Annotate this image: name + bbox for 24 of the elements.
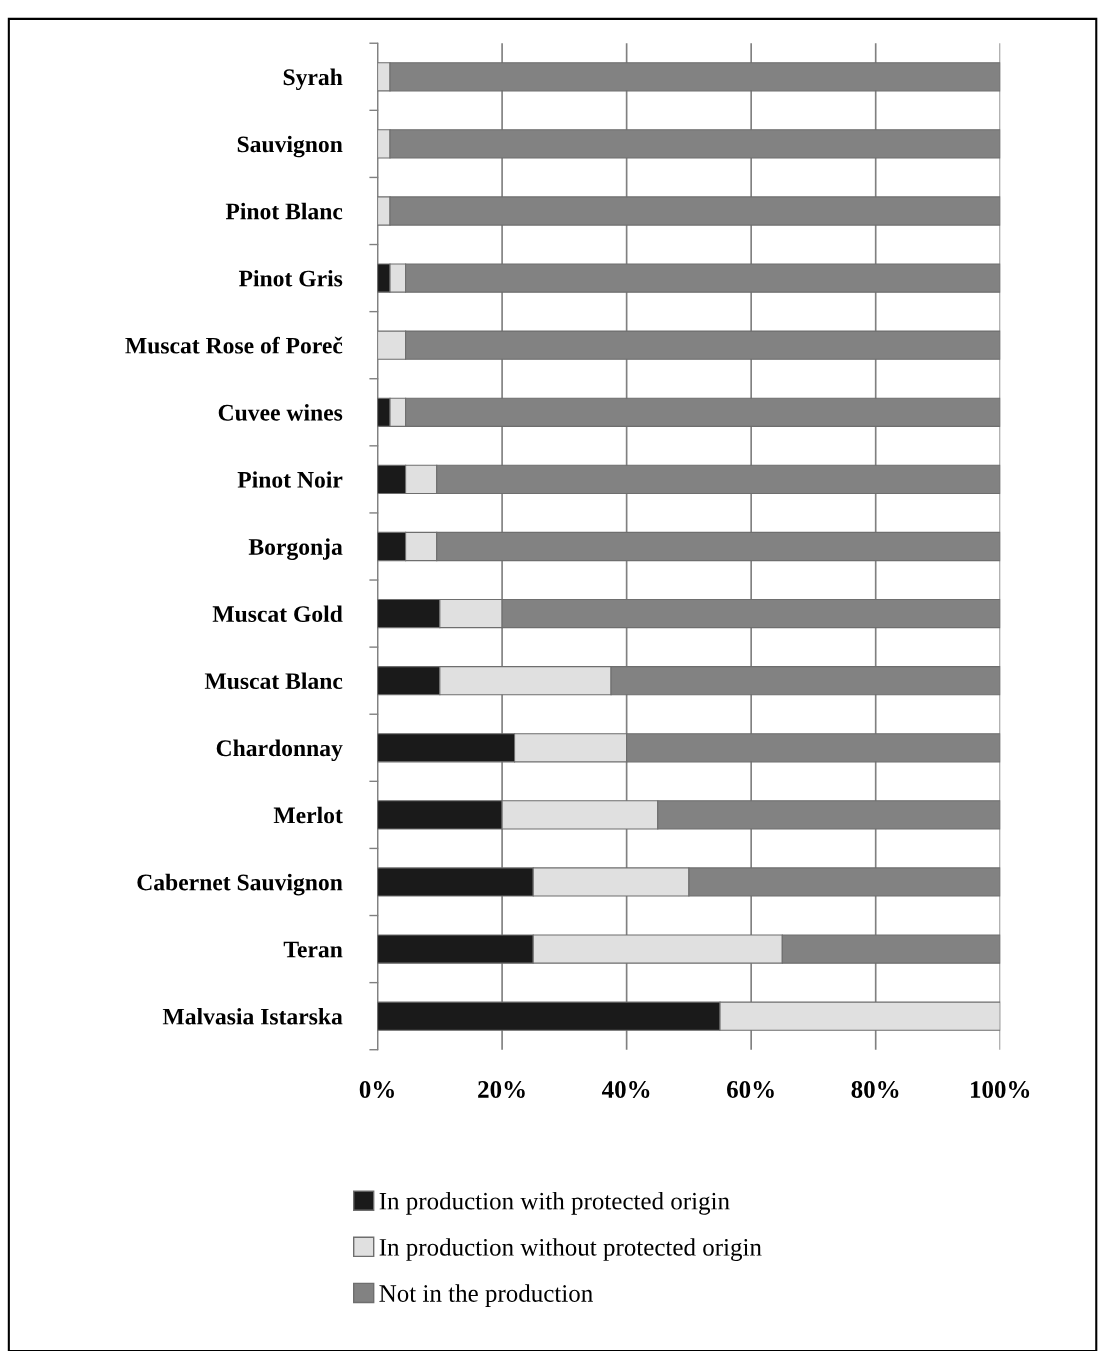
y-tick-label: Pinot Blanc [225,202,343,220]
x-tick-label: 80% [851,1081,899,1098]
y-tick-label: Muscat Gold [212,605,343,623]
legend-label: Not in the production [379,1284,593,1307]
y-tick-label: Malvasia Istarska [162,1007,343,1025]
y-tick-label: Sauvignon [237,135,343,158]
x-tick-label: 100% [970,1081,1030,1098]
y-tick-label: Muscat Blanc [204,672,343,690]
x-tick-label: 0% [359,1081,394,1098]
y-tick-label: Muscat Rose of Poreč [125,336,343,354]
y-tick-label: Pinot Noir [237,471,343,488]
y-tick-label: Borgonja [248,538,343,560]
y-tick-label: Chardonnay [216,739,343,762]
y-tick-label: Cabernet Sauvignon [137,873,343,896]
y-tick-label: Teran [283,941,343,958]
legend-label: In production with protected origin [379,1192,730,1215]
y-tick-label: Merlot [273,806,343,824]
x-tick-label: 20% [478,1081,525,1098]
x-tick-label: 60% [727,1081,774,1098]
y-tick-label: Pinot Gris [238,269,343,287]
y-tick-label: Syrah [283,68,343,91]
legend-label: In production without protected origin [379,1238,762,1261]
y-tick-label: Cuvee wines [218,404,343,421]
x-tick-label: 40% [601,1081,650,1098]
